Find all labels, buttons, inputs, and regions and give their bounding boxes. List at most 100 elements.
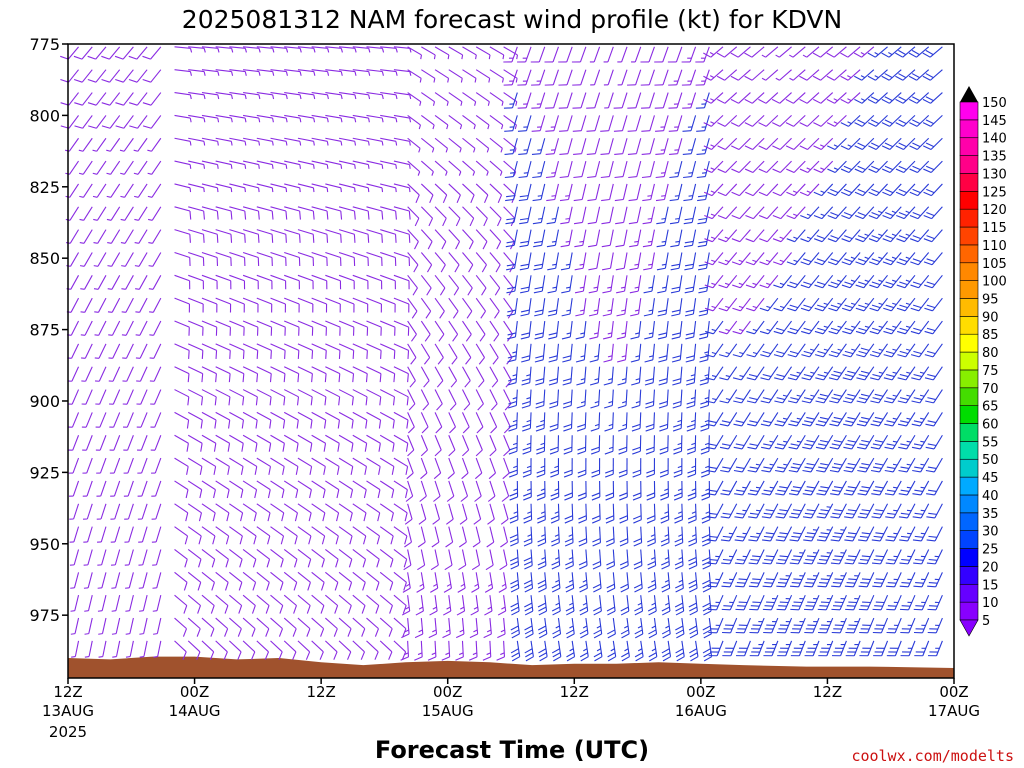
barb-staff <box>311 640 324 653</box>
barb-half-flag <box>148 288 154 290</box>
wind-barb <box>174 366 190 383</box>
barb-staff <box>393 457 408 467</box>
barb-half-flag <box>354 94 357 100</box>
wind-barb <box>201 320 218 336</box>
barb-flag <box>550 492 559 497</box>
barb-staff <box>584 389 587 406</box>
barb-flag <box>647 583 656 589</box>
barb-flag <box>524 625 533 631</box>
wind-barb <box>366 389 382 406</box>
barb-half-flag <box>125 633 130 635</box>
wind-barb <box>748 503 765 519</box>
barb-flag <box>772 168 781 174</box>
barb-flag <box>619 542 629 547</box>
wind-barb <box>759 297 779 312</box>
barb-staff <box>448 549 453 566</box>
wind-barb <box>747 457 765 473</box>
barb-half-flag <box>512 419 518 423</box>
terrain-layer <box>68 656 954 678</box>
barb-flag <box>744 52 753 58</box>
barb-staff <box>201 114 218 119</box>
wind-barb <box>762 549 779 565</box>
barb-flag <box>620 610 630 616</box>
barb-staff <box>229 251 245 259</box>
barb-staff <box>726 274 738 289</box>
barb-staff <box>128 572 134 588</box>
wind-barb <box>531 92 546 109</box>
barb-staff <box>570 412 573 429</box>
barb-flag <box>461 472 469 480</box>
wind-barb <box>483 617 492 639</box>
barb-flag <box>736 489 745 492</box>
barb-flag <box>649 656 658 662</box>
wind-barb <box>700 435 710 455</box>
barb-staff <box>270 617 283 630</box>
wind-barb <box>631 366 642 386</box>
barb-half-flag <box>675 217 680 220</box>
barb-flag <box>535 378 544 382</box>
barb-flag <box>522 427 531 432</box>
barb-staff <box>201 343 217 351</box>
barb-staff <box>650 183 655 200</box>
barb-half-flag <box>458 652 464 656</box>
barb-staff <box>379 366 395 375</box>
wind-barb <box>93 206 107 221</box>
barb-flag <box>182 628 188 637</box>
wind-barb <box>325 526 339 545</box>
barb-staff <box>407 320 417 335</box>
barb-half-flag <box>793 236 798 240</box>
barb-flag <box>704 284 714 289</box>
barb-half-flag <box>92 195 98 198</box>
wind-barb <box>421 114 435 130</box>
wind-barb <box>615 206 628 225</box>
barb-half-flag <box>677 511 683 514</box>
barb-staff <box>325 206 341 212</box>
barb-flag <box>578 519 587 524</box>
wind-barb <box>403 549 412 571</box>
barb-staff <box>127 457 134 474</box>
barb-flag <box>326 210 329 220</box>
barb-half-flag <box>340 164 343 169</box>
barb-staff <box>738 137 751 150</box>
barb-staff <box>70 252 80 267</box>
wind-barb <box>393 366 409 383</box>
barb-flag <box>736 535 746 538</box>
wind-barb <box>462 183 475 204</box>
wind-barb <box>573 138 587 155</box>
barb-staff <box>503 435 511 451</box>
barb-half-flag <box>148 265 153 267</box>
barb-half-flag <box>487 583 493 587</box>
wind-barb <box>745 274 765 289</box>
wind-barb <box>703 69 724 81</box>
barb-flag <box>669 153 678 155</box>
barb-flag <box>484 610 493 616</box>
wind-barb <box>697 183 710 202</box>
barb-flag <box>352 373 355 383</box>
barb-flag <box>675 648 684 654</box>
barb-flag <box>311 373 313 383</box>
wind-barb <box>414 640 423 661</box>
barb-staff <box>86 457 93 474</box>
barb-flag <box>438 334 445 342</box>
wind-barb <box>772 114 792 127</box>
barb-staff <box>95 115 107 129</box>
barb-flag <box>483 217 488 227</box>
wind-barb <box>256 320 273 336</box>
wind-barb <box>489 389 498 411</box>
barb-flag <box>500 541 508 548</box>
wind-barb <box>707 549 724 565</box>
wind-barb <box>138 549 148 566</box>
wind-barb <box>614 183 628 202</box>
barb-staff <box>598 412 601 429</box>
wind-barb <box>718 229 738 243</box>
barb-staff <box>352 434 367 444</box>
barb-half-flag <box>527 511 532 514</box>
wind-barb <box>136 389 148 405</box>
barb-staff <box>115 595 121 611</box>
wind-barb <box>644 320 655 340</box>
barb-flag <box>551 583 560 589</box>
barb-half-flag <box>78 149 84 152</box>
wind-barb <box>106 183 121 198</box>
wind-barb <box>87 92 107 106</box>
wind-barb <box>338 571 353 591</box>
